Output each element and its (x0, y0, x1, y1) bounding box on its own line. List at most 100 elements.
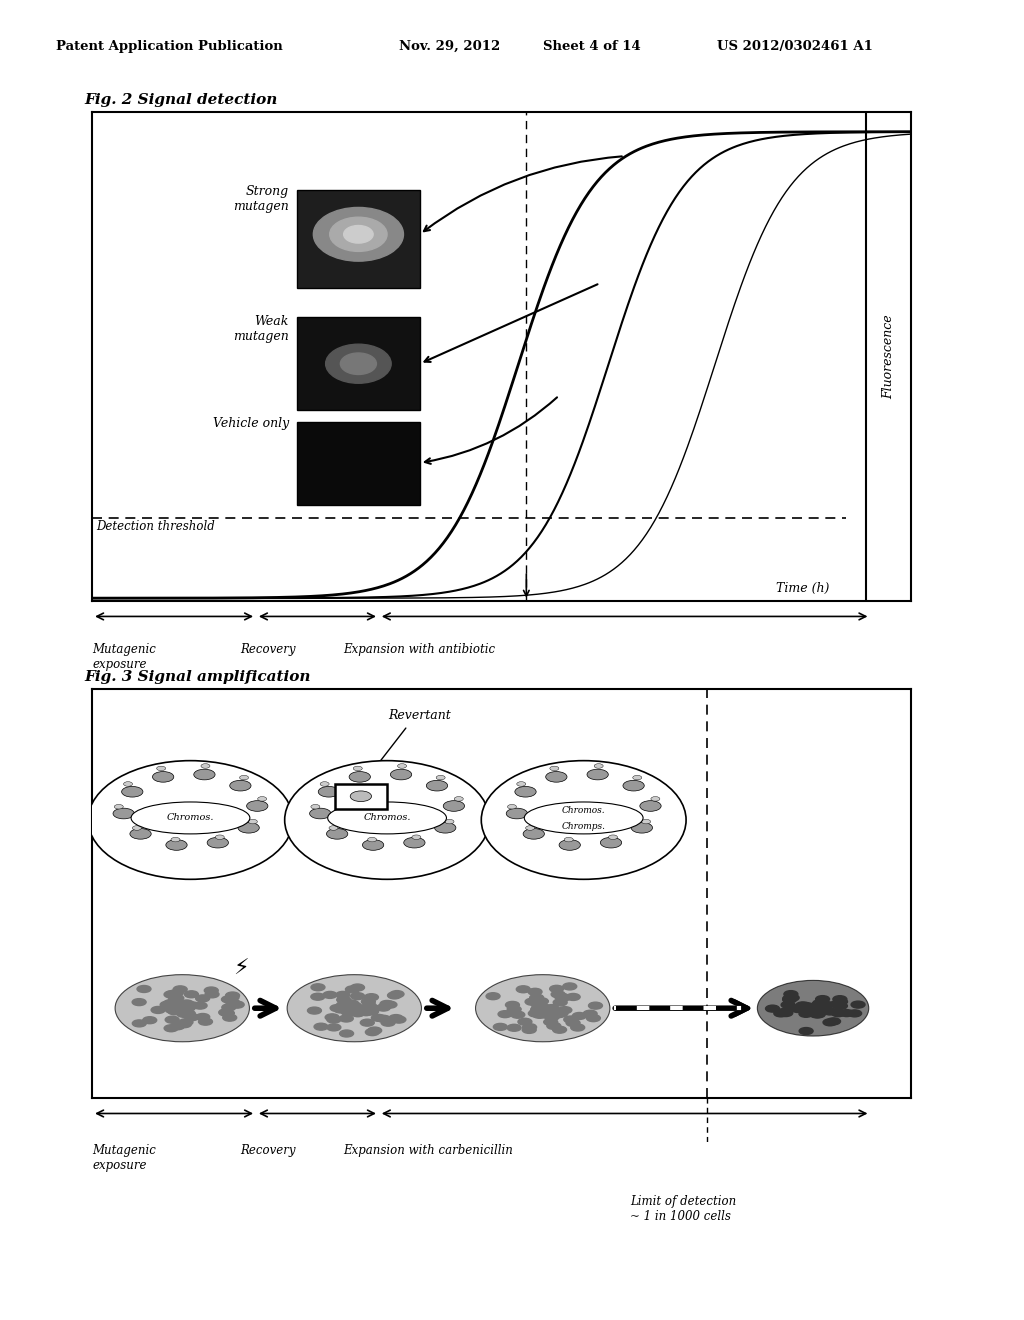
Circle shape (799, 1027, 813, 1035)
Circle shape (807, 1005, 820, 1011)
Circle shape (185, 1014, 199, 1020)
Circle shape (813, 999, 826, 1007)
Ellipse shape (328, 803, 446, 834)
Circle shape (350, 791, 372, 801)
Circle shape (785, 994, 799, 1001)
Text: Chromos.: Chromos. (167, 813, 214, 822)
Circle shape (177, 1020, 191, 1028)
Circle shape (584, 1010, 597, 1018)
Text: Recovery: Recovery (241, 1144, 296, 1158)
Circle shape (651, 796, 659, 801)
Circle shape (536, 1005, 550, 1011)
Circle shape (587, 1015, 600, 1022)
Circle shape (365, 994, 379, 1001)
Text: US 2012/0302461 A1: US 2012/0302461 A1 (717, 40, 872, 53)
Circle shape (153, 771, 174, 783)
Circle shape (528, 989, 542, 995)
Circle shape (547, 1012, 560, 1019)
Circle shape (225, 994, 239, 1001)
Circle shape (766, 1005, 779, 1012)
Circle shape (799, 1002, 813, 1010)
Circle shape (545, 1005, 559, 1011)
Circle shape (536, 1005, 549, 1012)
Circle shape (318, 787, 340, 797)
Text: Sheet 4 of 14: Sheet 4 of 14 (543, 40, 640, 53)
Circle shape (545, 1014, 559, 1020)
Ellipse shape (285, 760, 489, 879)
Circle shape (329, 826, 338, 830)
Text: Revertant: Revertant (388, 709, 452, 722)
Circle shape (347, 1003, 360, 1011)
Circle shape (547, 1023, 561, 1030)
Circle shape (350, 983, 365, 991)
Circle shape (124, 781, 132, 787)
Circle shape (341, 1008, 355, 1015)
Circle shape (515, 787, 537, 797)
Circle shape (347, 1005, 360, 1012)
Circle shape (165, 1016, 179, 1023)
Circle shape (340, 1030, 353, 1038)
Circle shape (164, 1024, 178, 1032)
Circle shape (368, 1027, 382, 1034)
Circle shape (334, 1006, 348, 1012)
Circle shape (359, 1008, 373, 1015)
Circle shape (345, 1002, 358, 1008)
Circle shape (215, 836, 224, 840)
Circle shape (360, 1019, 374, 1026)
Circle shape (564, 837, 573, 842)
Circle shape (799, 1010, 813, 1018)
Circle shape (558, 1007, 571, 1014)
Circle shape (829, 1001, 844, 1007)
Circle shape (226, 999, 240, 1006)
Circle shape (534, 1006, 548, 1012)
Circle shape (321, 781, 329, 787)
Circle shape (823, 1019, 837, 1026)
Circle shape (445, 820, 454, 824)
Circle shape (184, 991, 199, 998)
Circle shape (330, 1005, 344, 1011)
Circle shape (205, 987, 218, 994)
Circle shape (380, 1001, 394, 1007)
Circle shape (807, 1006, 820, 1012)
Circle shape (113, 808, 134, 818)
Circle shape (311, 983, 325, 991)
Circle shape (247, 801, 268, 812)
Circle shape (115, 974, 250, 1041)
Circle shape (511, 1011, 524, 1018)
Circle shape (802, 1005, 815, 1011)
Circle shape (494, 1023, 507, 1031)
Circle shape (207, 837, 228, 847)
Circle shape (366, 1028, 379, 1036)
Circle shape (640, 801, 662, 812)
Circle shape (522, 1024, 537, 1031)
Circle shape (506, 1002, 519, 1008)
Circle shape (323, 991, 337, 998)
Circle shape (781, 1002, 795, 1008)
Text: Weak
mutagen: Weak mutagen (233, 315, 289, 343)
Circle shape (522, 1027, 537, 1034)
Circle shape (362, 1002, 377, 1010)
Circle shape (507, 1024, 521, 1031)
Circle shape (848, 1010, 861, 1016)
Circle shape (816, 995, 829, 1003)
Circle shape (389, 1015, 403, 1022)
Circle shape (559, 840, 581, 850)
Circle shape (372, 1014, 385, 1022)
Circle shape (779, 1010, 793, 1016)
Circle shape (518, 1018, 531, 1026)
Circle shape (834, 998, 848, 1005)
Circle shape (392, 1016, 406, 1023)
Ellipse shape (131, 803, 250, 834)
Circle shape (608, 836, 617, 840)
Circle shape (314, 1023, 328, 1030)
Text: Chromos.: Chromos. (562, 807, 605, 816)
Circle shape (169, 990, 183, 997)
Circle shape (517, 781, 525, 787)
Circle shape (361, 998, 376, 1005)
Circle shape (443, 801, 465, 812)
Circle shape (557, 994, 570, 1001)
Ellipse shape (524, 803, 643, 834)
Circle shape (538, 1011, 551, 1018)
Circle shape (132, 826, 141, 830)
Circle shape (171, 1023, 184, 1030)
